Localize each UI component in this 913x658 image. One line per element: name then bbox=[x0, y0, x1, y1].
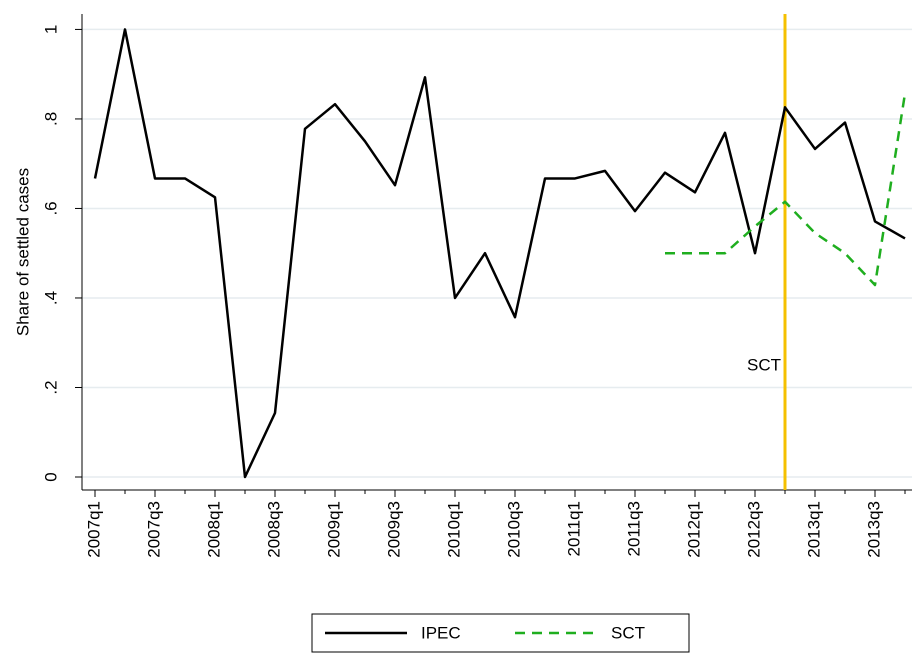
x-tick-label: 2012q1 bbox=[684, 501, 703, 558]
x-tick-label: 2011q3 bbox=[624, 501, 643, 556]
x-tick-label: 2011q1 bbox=[564, 501, 583, 556]
series-line bbox=[93, 28, 906, 479]
x-tick-label: 2009q1 bbox=[324, 501, 343, 558]
x-tick-label: 2009q3 bbox=[384, 501, 403, 558]
y-tick-label: 1 bbox=[41, 25, 60, 34]
y-tick-label: .4 bbox=[41, 291, 60, 305]
x-tick-label: 2007q1 bbox=[84, 501, 103, 558]
y-tick-label: 0 bbox=[41, 472, 60, 481]
y-tick-label: .8 bbox=[41, 112, 60, 126]
legend-label: IPEC bbox=[421, 623, 461, 642]
x-tick-label: 2010q3 bbox=[504, 501, 523, 558]
x-tick-label: 2010q1 bbox=[444, 501, 463, 558]
x-tick-label: 2013q3 bbox=[864, 501, 883, 558]
x-tick-label: 2013q1 bbox=[804, 501, 823, 558]
x-tick-label: 2008q3 bbox=[264, 501, 283, 558]
x-tick-label: 2008q1 bbox=[204, 501, 223, 558]
event-label: SCT bbox=[747, 355, 781, 374]
x-tick-label: 2007q3 bbox=[144, 501, 163, 558]
series-line bbox=[665, 93, 907, 287]
y-tick-label: .2 bbox=[41, 380, 60, 394]
legend-label: SCT bbox=[611, 623, 645, 642]
y-axis-title: Share of settled cases bbox=[13, 168, 32, 336]
x-tick-label: 2012q3 bbox=[744, 501, 763, 558]
y-tick-label: .6 bbox=[41, 201, 60, 215]
